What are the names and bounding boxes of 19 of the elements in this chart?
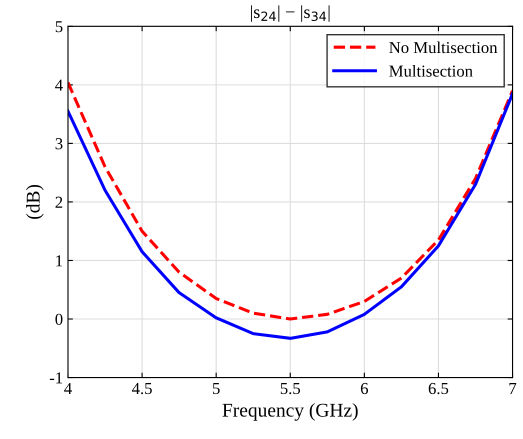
- x-tick-label: 4: [64, 382, 72, 394]
- y-tick-label: 0: [55, 314, 62, 325]
- y-tick-label: 2: [56, 196, 62, 208]
- x-tick-label: 6: [360, 382, 368, 394]
- x-tick-label: 6.5: [428, 382, 448, 394]
- legend-label: No Multisection: [389, 41, 498, 54]
- y-tick-label: 1: [56, 255, 62, 266]
- y-tick-label: 4: [55, 80, 63, 91]
- y-tick-label: -1: [50, 372, 62, 384]
- y-tick-label: 5: [56, 21, 62, 32]
- x-tick-label: 4.5: [132, 382, 152, 394]
- x-tick-label: 7: [509, 383, 516, 394]
- legend-label: Multisection: [389, 64, 473, 77]
- y-axis-title: (dB): [26, 184, 44, 219]
- chart-title: |s$_{24}$| − |s$_{34}$|: [250, 5, 330, 22]
- y-tick-label: 3: [56, 138, 62, 150]
- x-axis-title: Frequency (GHz): [222, 403, 358, 421]
- x-tick-label: 5.5: [280, 383, 300, 394]
- x-tick-label: 5: [212, 383, 220, 394]
